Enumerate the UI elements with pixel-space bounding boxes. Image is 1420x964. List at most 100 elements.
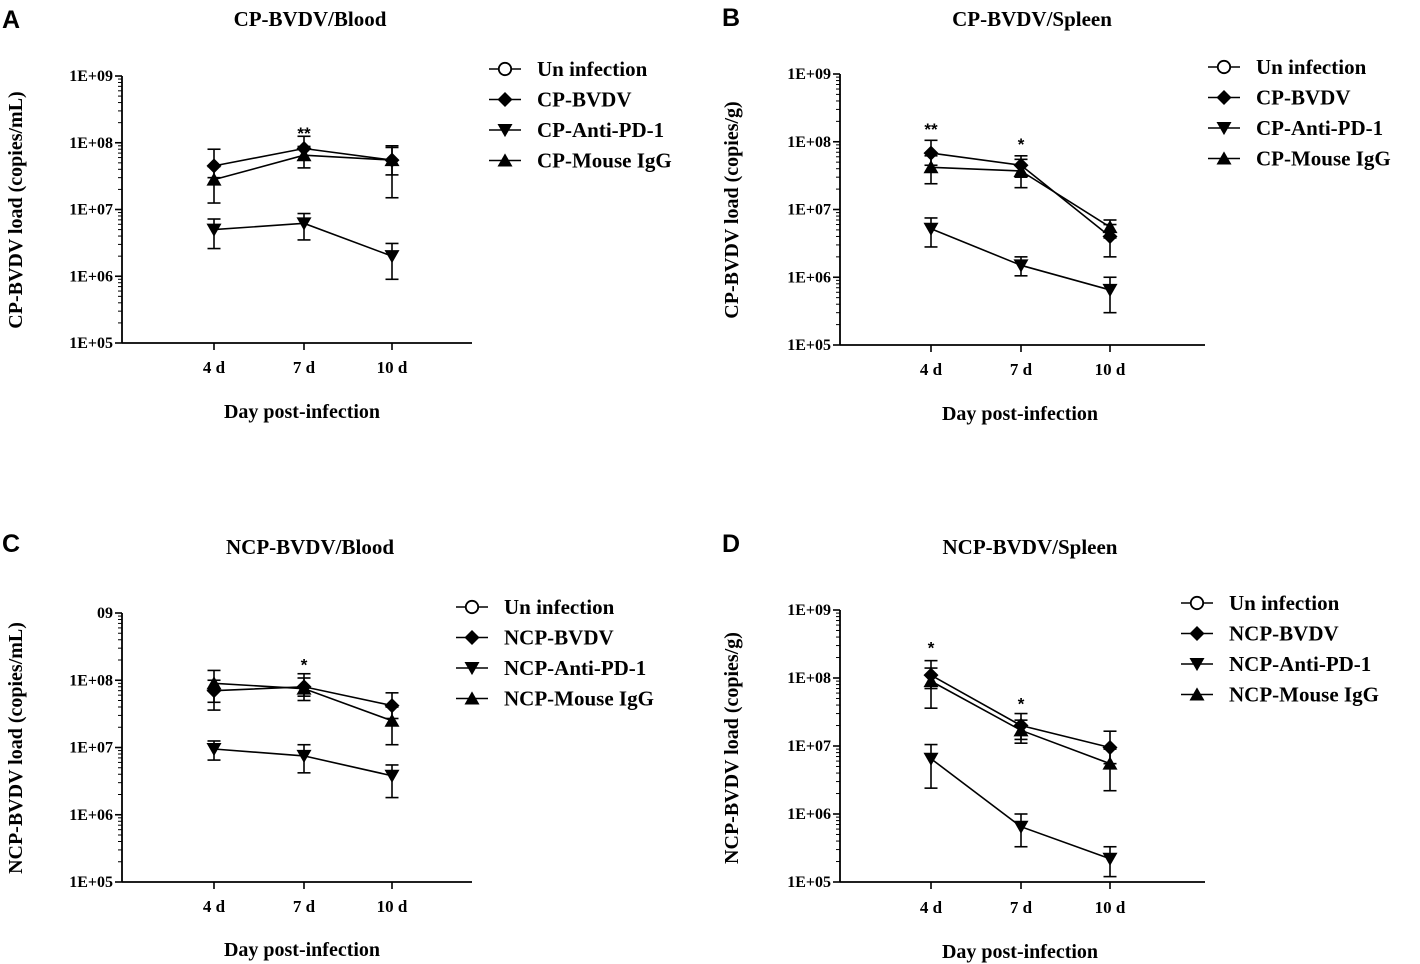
x-tick-label: 10 d (1095, 360, 1126, 379)
legend-item: NCP-Anti-PD-1 (1181, 652, 1371, 676)
x-axis-title: Day post-infection (942, 403, 1098, 425)
data-point (1102, 852, 1118, 866)
data-point (923, 160, 939, 174)
y-axis-title: NCP-BVDV load (copies/mL) (5, 622, 27, 874)
legend-item: CP-Anti-PD-1 (1208, 116, 1383, 140)
data-point (384, 152, 400, 167)
x-tick-label: 7 d (293, 897, 316, 916)
legend-item: Un infection (456, 595, 615, 619)
legend-marker (464, 691, 480, 705)
data-point (206, 172, 222, 186)
data-point (923, 752, 939, 766)
data-point (384, 698, 400, 714)
y-tick-label: 1E+07 (69, 740, 113, 757)
significance-mark: * (1018, 695, 1025, 714)
legend-label: Un infection (1229, 591, 1340, 615)
y-tick-label: 1E+05 (69, 874, 113, 891)
chart-title: CP-BVDV/Blood (234, 7, 387, 31)
y-tick-label: 09 (97, 605, 113, 622)
chart-title: NCP-BVDV/Spleen (942, 535, 1117, 559)
panel-c: C NCP-BVDV/Blood 1E+05 1E+06 1E+07 1E+08 09 4 d… (2, 530, 654, 961)
series-1 (923, 139, 1118, 258)
legend-marker (497, 92, 513, 107)
legend-label: CP-BVDV (537, 88, 632, 112)
y-tick-label: 1E+07 (787, 738, 831, 755)
y-tick-label: 1E+05 (787, 874, 831, 891)
legend-marker (497, 153, 513, 167)
legend-item: CP-Anti-PD-1 (489, 118, 664, 142)
x-tick-label: 4 d (920, 360, 943, 379)
y-tick-label: 1E+05 (69, 335, 113, 352)
x-tick-label: 4 d (203, 897, 226, 916)
y-tick-label: 1E+09 (787, 66, 831, 83)
legend-label: NCP-BVDV (504, 626, 614, 650)
legend: Un infection CP-BVDV CP-Anti-PD-1 CP-Mouse … (1208, 55, 1391, 171)
series-3 (206, 669, 400, 746)
data-point (206, 223, 222, 237)
legend-item: NCP-Mouse IgG (1181, 683, 1379, 707)
legend-item: NCP-Anti-PD-1 (456, 656, 646, 680)
y-axis-title: NCP-BVDV load (copies/g) (721, 632, 743, 864)
significance-mark: * (301, 655, 308, 674)
legend: Un infection NCP-BVDV NCP-Anti-PD-1 NCP-Mou… (1181, 591, 1379, 707)
y-tick-label: 1E+06 (787, 806, 831, 823)
data-point (296, 681, 312, 695)
legend-marker (464, 630, 480, 645)
legend-marker (1189, 626, 1205, 641)
legend-label: CP-Anti-PD-1 (537, 118, 664, 142)
x-tick-label: 10 d (377, 897, 408, 916)
data-point (923, 673, 939, 688)
data-point (296, 217, 312, 231)
panel-d: D NCP-BVDV/Spleen 1E+05 1E+06 1E+07 1E+08 1E+0… (721, 530, 1379, 963)
legend-label: Un infection (1256, 55, 1367, 79)
series-3 (206, 145, 400, 204)
series-2 (923, 743, 1118, 878)
legend-item: CP-BVDV (489, 88, 632, 112)
panel-b: B CP-BVDV/Spleen 1E+05 1E+06 1E+07 1E+08 1E+09… (721, 4, 1391, 425)
legend-marker (1216, 122, 1232, 136)
data-point (1102, 756, 1118, 770)
legend-label: Un infection (537, 57, 648, 81)
x-axis-title: Day post-infection (942, 941, 1098, 963)
x-tick-label: 7 d (293, 358, 316, 377)
x-tick-label: 4 d (920, 898, 943, 917)
y-axis-title: CP-BVDV load (copies/mL) (5, 91, 27, 328)
significance-mark: ** (297, 124, 311, 143)
data-point (206, 742, 222, 757)
legend-label: NCP-Anti-PD-1 (504, 656, 646, 680)
data-point (1102, 740, 1118, 756)
data-point (296, 749, 312, 764)
legend-marker (464, 662, 480, 676)
panel-letter: D (722, 530, 740, 558)
x-tick-label: 7 d (1010, 360, 1033, 379)
data-point (296, 148, 312, 162)
series-3 (923, 667, 1118, 792)
data-point (384, 769, 400, 783)
y-tick-label: 1E+08 (69, 672, 113, 689)
x-tick-label: 7 d (1010, 898, 1033, 917)
legend-label: CP-BVDV (1256, 86, 1351, 110)
series-2 (206, 740, 400, 799)
legend-label: NCP-Mouse IgG (504, 687, 654, 711)
y-tick-label: 1E+06 (787, 269, 831, 286)
significance-mark: * (1018, 135, 1025, 154)
legend-item: NCP-BVDV (1181, 622, 1339, 646)
data-point (1013, 163, 1029, 178)
legend-marker (1216, 59, 1232, 75)
y-tick-label: 1E+06 (69, 807, 113, 824)
y-tick-label: 1E+09 (787, 602, 831, 619)
legend-marker (1189, 687, 1205, 701)
y-tick-label: 1E+06 (69, 268, 113, 285)
legend-label: NCP-Anti-PD-1 (1229, 652, 1371, 676)
data-point (1013, 820, 1029, 834)
y-tick-label: 1E+08 (787, 670, 831, 687)
y-tick-label: 1E+08 (69, 135, 113, 152)
y-tick-label: 1E+09 (69, 68, 113, 85)
legend-label: NCP-Mouse IgG (1229, 683, 1379, 707)
legend: Un infection NCP-BVDV NCP-Anti-PD-1 NCP-Mou… (456, 595, 654, 711)
data-point (1102, 283, 1118, 298)
panel-letter: B (722, 4, 740, 32)
legend-label: Un infection (504, 595, 615, 619)
data-point (923, 222, 939, 236)
